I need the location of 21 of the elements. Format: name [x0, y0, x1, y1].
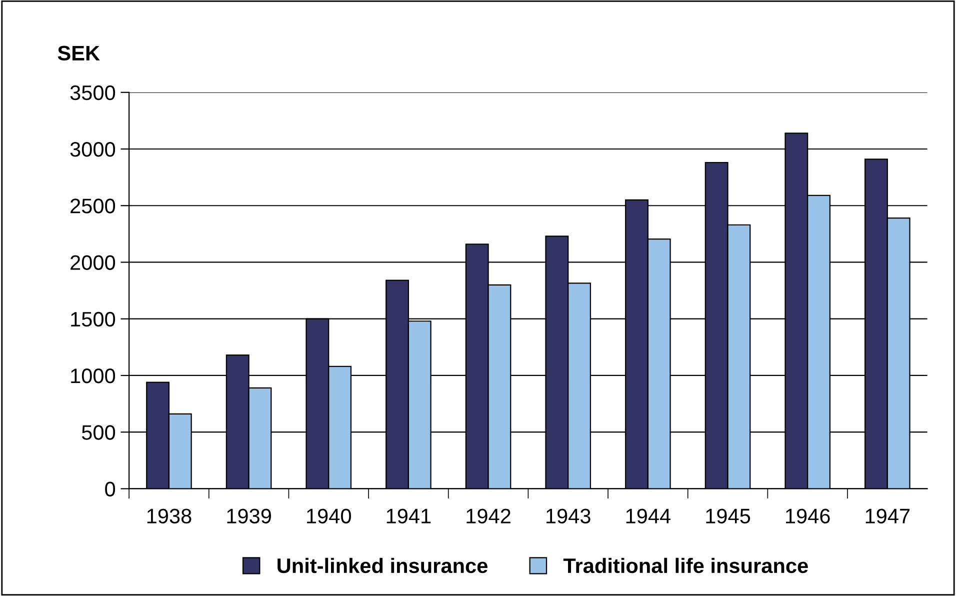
y-tick-label: 2500: [70, 198, 116, 214]
x-tick-label: 1946: [786, 508, 830, 524]
x-tick-label: 1940: [307, 508, 351, 524]
y-tick-label: 500: [82, 425, 116, 440]
x-tick-label: 1939: [227, 508, 271, 524]
x-tick-label: 1944: [626, 508, 670, 524]
x-tick-label: 1942: [466, 508, 510, 524]
y-tick-label: 3500: [70, 85, 116, 100]
x-tick-label: 1945: [706, 508, 750, 524]
y-tick-label: 1500: [71, 312, 116, 327]
y-tick-label: 1000: [71, 368, 116, 384]
y-tick-label: 2000: [70, 255, 116, 270]
legend-label: Traditional life insurance: [563, 558, 808, 574]
legend-label: Unit-linked insurance: [278, 558, 488, 574]
x-tick-label: 1943: [546, 508, 590, 524]
x-tick-label: 1947: [866, 508, 910, 524]
x-tick-label: 1941: [386, 508, 431, 524]
y-axis-title: SEK: [58, 46, 100, 61]
x-tick-label: 1938: [147, 508, 192, 524]
y-tick-label: 0: [105, 482, 116, 496]
y-tick-label: 3000: [70, 142, 116, 157]
